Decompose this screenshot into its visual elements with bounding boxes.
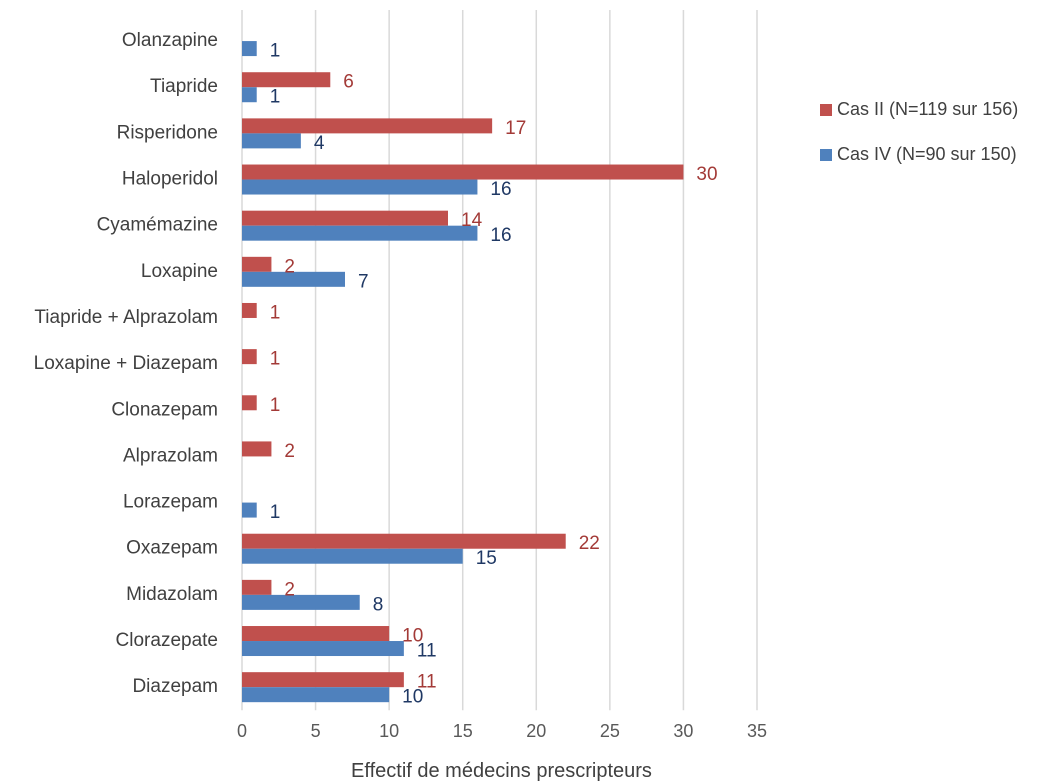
x-tick-labels: 0 5 10 15 20 25 30 35 — [237, 721, 767, 741]
x-tick-label: 35 — [747, 721, 767, 741]
bar-cas-iv — [242, 594, 360, 610]
bar-cas-ii — [242, 395, 257, 411]
data-label: 16 — [490, 225, 511, 246]
x-tick-label: 25 — [600, 721, 620, 741]
category-label: Clorazepate — [116, 630, 218, 651]
data-label: 11 — [417, 672, 437, 693]
data-label: 22 — [579, 533, 600, 554]
data-label: 30 — [696, 164, 717, 185]
data-label: 2 — [284, 256, 295, 277]
bar-cas-ii — [242, 210, 448, 226]
data-label: 6 — [343, 72, 354, 93]
data-label: 11 — [417, 641, 437, 662]
bar-cas-iv — [242, 641, 404, 657]
category-label: Loxapine + Diazepam — [34, 353, 218, 374]
x-tick-label: 10 — [379, 721, 399, 741]
bar-cas-ii — [242, 441, 272, 457]
bar-cas-iv — [242, 87, 257, 103]
legend: Cas II (N=119 sur 156) Cas IV (N=90 sur 1… — [820, 99, 1018, 164]
bar-cas-ii — [242, 118, 493, 134]
legend-swatch — [820, 104, 832, 116]
bar-cas-iv — [242, 687, 390, 703]
category-label: Tiapride — [150, 76, 218, 97]
bar-cas-ii — [242, 579, 272, 595]
category-label: Olanzapine — [122, 30, 218, 51]
data-label: 1 — [270, 349, 281, 370]
data-label: 1 — [270, 502, 281, 523]
category-label: Cyamémazine — [97, 215, 218, 236]
category-label: Haloperidol — [122, 169, 218, 190]
data-label: 16 — [490, 179, 511, 200]
data-label: 10 — [402, 626, 423, 647]
data-label: 1 — [270, 395, 281, 416]
data-label: 8 — [373, 594, 384, 615]
bar-cas-ii — [242, 626, 390, 642]
data-label: 1 — [270, 302, 281, 323]
category-label: Risperidone — [117, 122, 218, 143]
bar-cas-iv — [242, 271, 345, 287]
category-label: Tiapride + Alprazolam — [34, 307, 218, 328]
data-label: 10 — [402, 687, 423, 708]
category-label: Oxazepam — [126, 538, 218, 559]
legend-label: Cas IV (N=90 sur 150) — [837, 144, 1017, 164]
bar-cas-ii — [242, 672, 404, 688]
data-label: 2 — [284, 441, 295, 462]
x-tick-label: 15 — [453, 721, 473, 741]
data-label: 15 — [476, 548, 497, 569]
data-label: 1 — [270, 87, 281, 108]
category-label: Diazepam — [132, 676, 218, 697]
bar-cas-iv — [242, 225, 478, 241]
data-label: 14 — [461, 210, 483, 231]
bar-cas-iv — [242, 41, 257, 57]
data-label: 17 — [505, 118, 526, 139]
legend-swatch — [820, 149, 832, 161]
bar-cas-iv — [242, 179, 478, 195]
category-label: Lorazepam — [123, 492, 218, 513]
category-label: Clonazepam — [111, 399, 218, 420]
category-label: Midazolam — [126, 584, 218, 605]
x-axis-title: Effectif de médecins prescripteurs — [351, 760, 652, 782]
bar-cas-iv — [242, 133, 301, 149]
bar-cas-iv — [242, 502, 257, 518]
bars — [242, 41, 684, 703]
bar-cas-ii — [242, 533, 566, 549]
data-label: 2 — [284, 579, 295, 600]
x-tick-label: 20 — [526, 721, 546, 741]
category-label: Alprazolam — [123, 445, 218, 466]
bar-cas-ii — [242, 164, 684, 180]
legend-label: Cas II (N=119 sur 156) — [837, 99, 1018, 119]
data-label: 7 — [358, 271, 369, 292]
data-label: 4 — [314, 133, 325, 154]
bar-cas-ii — [242, 302, 257, 318]
bar-cas-ii — [242, 349, 257, 365]
x-tick-label: 5 — [311, 721, 321, 741]
data-label: 1 — [270, 41, 281, 62]
category-labels: Olanzapine Tiapride Risperidone Haloperidol… — [34, 30, 218, 697]
bar-cas-iv — [242, 548, 463, 564]
category-label: Loxapine — [141, 261, 218, 282]
x-tick-label: 0 — [237, 721, 247, 741]
bar-cas-ii — [242, 72, 331, 88]
bar-cas-ii — [242, 256, 272, 272]
x-tick-label: 30 — [673, 721, 693, 741]
